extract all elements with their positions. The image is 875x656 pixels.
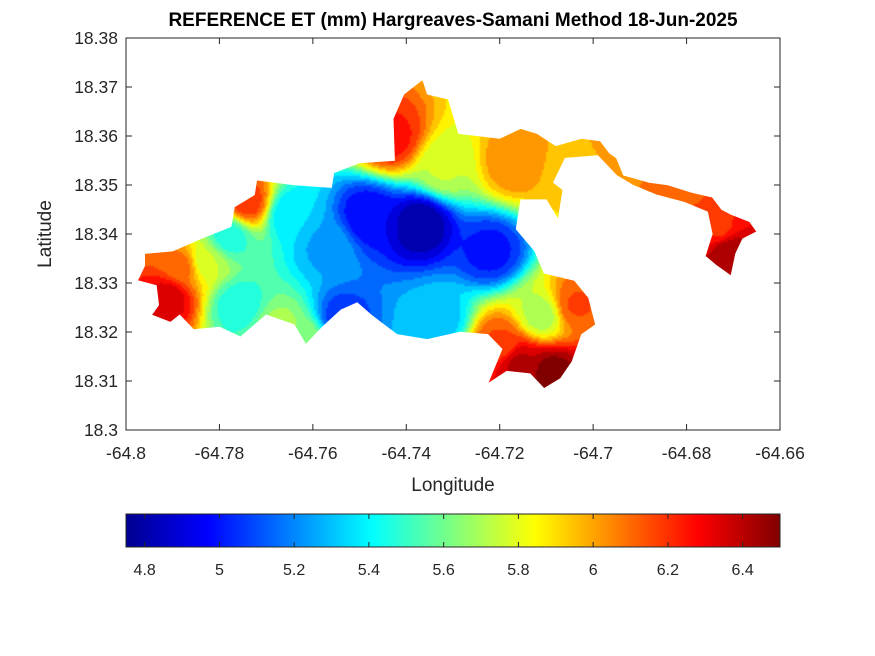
- x-tick-label: -64.66: [755, 443, 805, 463]
- x-tick-label: -64.78: [195, 443, 245, 463]
- colorbar-tick-label: 5.4: [358, 562, 380, 579]
- colorbar-tick-label: 6.2: [657, 562, 679, 579]
- chart-title: REFERENCE ET (mm) Hargreaves-Samani Meth…: [168, 10, 738, 31]
- island-outline: [137, 79, 758, 389]
- colorbar: 4.8 5 5.2 5.4 5.6 5.8 6 6.2 6.4: [125, 513, 781, 579]
- y-tick-label: 18.32: [74, 322, 118, 342]
- colorbar-tick-label: 5.2: [283, 562, 305, 579]
- x-tick-label: -64.74: [381, 443, 431, 463]
- y-tick-label: 18.34: [74, 224, 118, 244]
- y-axis-ticks: 18.3 18.31 18.32 18.33 18.34 18.35 18.36 18.37 1…: [74, 28, 780, 440]
- colorbar-tick-label: 6: [589, 562, 598, 579]
- y-tick-label: 18.33: [74, 273, 118, 293]
- colorbar-gradient: [125, 513, 781, 548]
- x-tick-label: -64.68: [662, 443, 712, 463]
- colorbar-tick-label: 4.8: [134, 562, 156, 579]
- y-tick-label: 18.35: [74, 175, 118, 195]
- colorbar-tick-label: 5.6: [433, 562, 455, 579]
- x-axis-ticks: -64.8 -64.78 -64.76 -64.74 -64.72 -64.7 -64.68…: [106, 38, 805, 463]
- colorbar-ticks: 4.8 5 5.2 5.4 5.6 5.8 6 6.2 6.4: [134, 514, 754, 579]
- x-tick-label: -64.76: [288, 443, 338, 463]
- x-tick-label: -64.7: [573, 443, 613, 463]
- y-tick-label: 18.38: [74, 28, 118, 48]
- x-tick-label: -64.72: [475, 443, 525, 463]
- colorbar-tick-label: 5.8: [507, 562, 529, 579]
- y-tick-label: 18.36: [74, 126, 118, 146]
- x-tick-label: -64.8: [106, 443, 146, 463]
- y-axis-label: Latitude: [35, 200, 56, 268]
- colorbar-tick-label: 6.4: [732, 562, 754, 579]
- y-tick-label: 18.31: [74, 371, 118, 391]
- y-tick-label: 18.3: [84, 420, 118, 440]
- y-tick-label: 18.37: [74, 77, 118, 97]
- x-axis-label: Longitude: [411, 475, 494, 496]
- colorbar-tick-label: 5: [215, 562, 224, 579]
